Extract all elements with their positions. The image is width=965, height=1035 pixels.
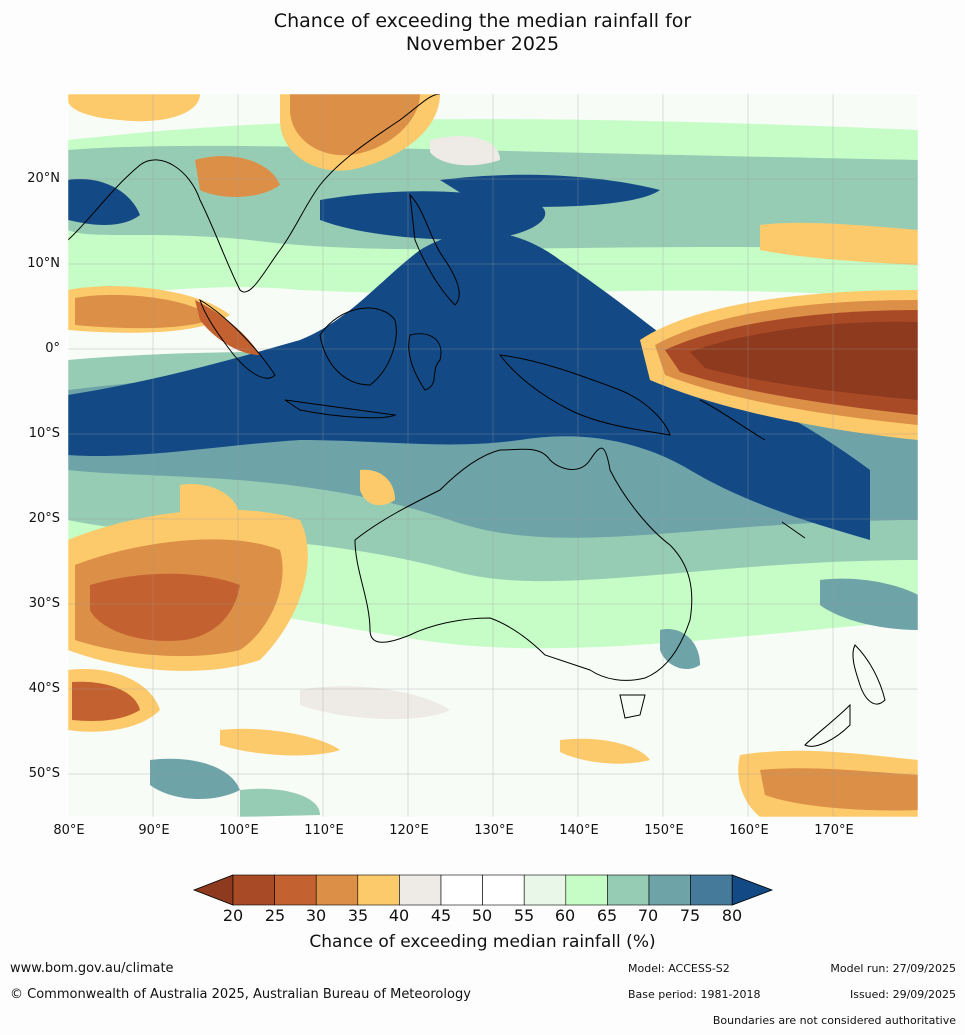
colorbar-segment [274,874,317,906]
lat-tick: 40°S [28,681,60,696]
colorbar-tick: 75 [679,906,701,925]
lat-tick: 10°S [28,426,60,441]
lat-tick: 0° [45,341,60,356]
lon-tick: 170°E [814,823,854,838]
lon-tick: 160°E [729,823,769,838]
lon-tick: 80°E [53,823,85,838]
colorbar-tick: 40 [388,906,410,925]
colorbar [192,874,774,906]
colorbar-tick: 80 [721,906,743,925]
colorbar-segment [607,874,650,906]
footer-model-run: Model run: 27/09/2025 [830,962,956,975]
colorbar-tick: 50 [471,906,493,925]
new-zealand-north [852,644,886,705]
title-line-1: Chance of exceeding the median rainfall … [273,10,692,32]
colorbar-tick: 65 [596,906,618,925]
graticule [68,94,918,817]
colorbar-segment [232,874,275,906]
lat-tick: 20°S [28,511,60,526]
borneo-coast [319,307,397,386]
footer-base-period: Base period: 1981-2018 [628,988,761,1001]
colorbar-tick: 35 [347,906,369,925]
footer-model: Model: ACCESS-S2 [628,962,730,975]
philippines-coast [409,193,460,306]
colorbar-tick: 25 [264,906,286,925]
solomon-islands [699,399,766,441]
colorbar-segment [648,874,691,906]
new-zealand-south [804,703,851,747]
lat-tick: 20°N [27,171,60,186]
footer-disclaimer: Boundaries are not considered authoritat… [712,1014,956,1027]
colorbar-tick: 70 [637,906,659,925]
colorbar-tick: 45 [430,906,452,925]
colorbar-segment [440,874,483,906]
tasmania-coast [619,694,646,719]
lat-tick: 30°S [28,596,60,611]
lon-tick: 90°E [138,823,170,838]
new-caledonia [781,521,806,539]
new-guinea-coast [498,354,671,436]
title-line-2: November 2025 [405,33,560,55]
lat-tick: 50°S [28,766,60,781]
colorbar-segment [315,874,359,906]
lon-tick: 110°E [304,823,344,838]
colorbar-label: Chance of exceeding median rainfall (%) [309,932,656,952]
lon-tick: 130°E [474,823,514,838]
colorbar-segment [565,874,608,906]
colorbar-tick: 20 [222,906,244,925]
colorbar-segment [357,874,400,906]
footer-copyright: © Commonwealth of Australia 2025, Austra… [10,987,471,1002]
wet-band-maritime-continent [68,231,870,540]
footer-url[interactable]: www.bom.gov.au/climate [10,961,174,976]
colorbar-tick: 60 [554,906,576,925]
colorbar-segment [482,874,525,906]
australia-coast [354,447,693,681]
map-title: Chance of exceeding the median rainfall … [0,10,965,56]
coastlines [68,94,886,747]
colorbar-extend-low [192,874,234,906]
java-coast [284,399,397,419]
colorbar-tick: 55 [513,906,535,925]
colorbar-tick: 30 [305,906,327,925]
lat-tick: 10°N [27,256,60,271]
footer-issued: Issued: 29/09/2025 [849,988,956,1001]
lon-tick: 100°E [219,823,259,838]
colorbar-segment [399,874,442,906]
colorbar-segment [690,874,733,906]
lon-tick: 150°E [644,823,684,838]
sumatra-coast [199,298,276,379]
lon-tick: 140°E [559,823,599,838]
colorbar-extend-high [731,874,774,906]
colorbar-segment [523,874,567,906]
sulawesi-coast [408,333,442,391]
lon-tick: 120°E [389,823,429,838]
asia-coast [68,94,441,293]
